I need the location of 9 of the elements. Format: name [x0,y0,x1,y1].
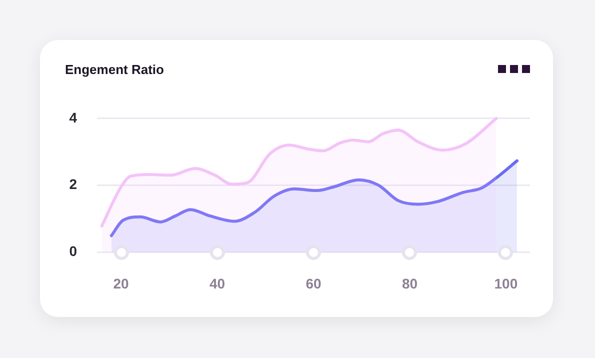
x-tick-label: 80 [402,275,418,292]
y-tick-label: 4 [69,109,78,126]
x-tick-label: 40 [209,275,226,292]
x-tick-label: 60 [306,275,322,292]
chart-title: Engement Ratio [65,62,164,77]
x-tick-label: 100 [494,275,518,292]
x-tick-label: 20 [113,275,130,292]
y-tick-label: 2 [69,176,78,192]
y-tick-label: 0 [69,242,78,259]
